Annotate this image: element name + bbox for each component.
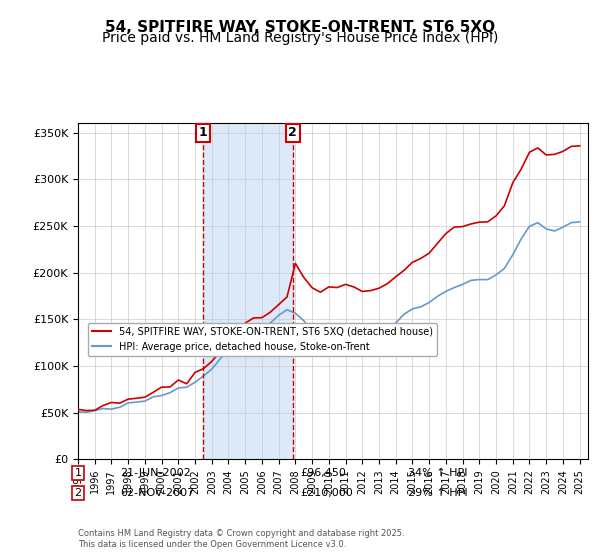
Text: 54, SPITFIRE WAY, STOKE-ON-TRENT, ST6 5XQ: 54, SPITFIRE WAY, STOKE-ON-TRENT, ST6 5X… (105, 20, 495, 35)
Bar (203, 123, 293, 459)
Text: 2: 2 (289, 126, 297, 139)
Text: £96,450: £96,450 (300, 468, 346, 478)
Text: 1: 1 (74, 468, 82, 478)
Text: 02-NOV-2007: 02-NOV-2007 (120, 488, 194, 498)
Text: 21-JUN-2002: 21-JUN-2002 (120, 468, 191, 478)
Text: 1: 1 (199, 126, 207, 139)
Text: 29% ↑ HPI: 29% ↑ HPI (408, 488, 467, 498)
Text: Contains HM Land Registry data © Crown copyright and database right 2025.
This d: Contains HM Land Registry data © Crown c… (78, 529, 404, 549)
Text: 34% ↑ HPI: 34% ↑ HPI (408, 468, 467, 478)
Legend: 54, SPITFIRE WAY, STOKE-ON-TRENT, ST6 5XQ (detached house), HPI: Average price, : 54, SPITFIRE WAY, STOKE-ON-TRENT, ST6 5X… (88, 323, 437, 356)
Text: 2: 2 (74, 488, 82, 498)
Text: £210,000: £210,000 (300, 488, 353, 498)
Text: Price paid vs. HM Land Registry's House Price Index (HPI): Price paid vs. HM Land Registry's House … (102, 31, 498, 45)
